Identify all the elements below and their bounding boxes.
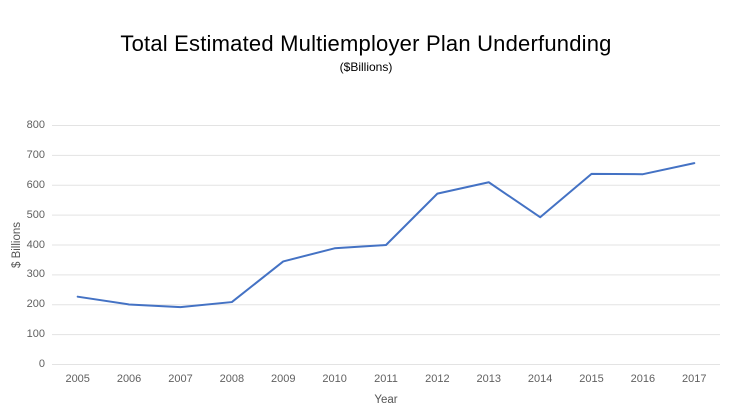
chart-subtitle: ($Billions) [339, 60, 393, 74]
x-tick-label: 2015 [579, 373, 604, 385]
y-tick-label: 500 [26, 208, 45, 221]
y-tick-label: 100 [26, 328, 45, 341]
x-tick-label: 2009 [270, 373, 296, 385]
x-tick-label: 2017 [682, 373, 707, 385]
y-tick-label: 700 [26, 148, 45, 161]
x-tick-label: 2008 [219, 373, 245, 385]
x-axis-title: Year [374, 394, 398, 406]
x-tick-label: 2014 [527, 373, 553, 385]
x-tick-label: 2013 [476, 373, 502, 385]
x-tick-label: 2006 [116, 373, 142, 385]
y-tick-label: 200 [26, 298, 45, 311]
x-tick-label: 2007 [168, 373, 193, 385]
y-tick-label: 300 [26, 268, 45, 281]
x-tick-label: 2012 [425, 373, 450, 385]
y-tick-label: 400 [26, 238, 45, 251]
y-axis-title: $ Billions [11, 221, 23, 269]
x-tick-label: 2011 [374, 373, 398, 385]
chart-title: Total Estimated Multiemployer Plan Under… [120, 31, 612, 56]
y-tick-label: 600 [26, 178, 45, 191]
y-tick-label: 800 [26, 119, 45, 131]
y-tick-label: 0 [38, 358, 45, 370]
x-tick-label: 2010 [322, 373, 347, 385]
y-axis-tick-labels: 0 100 200 300 400 500 600 700 800 [0, 0, 45, 420]
x-tick-label: 2005 [65, 373, 90, 385]
x-tick-label: 2016 [630, 373, 656, 385]
data-series-line [76, 162, 696, 309]
